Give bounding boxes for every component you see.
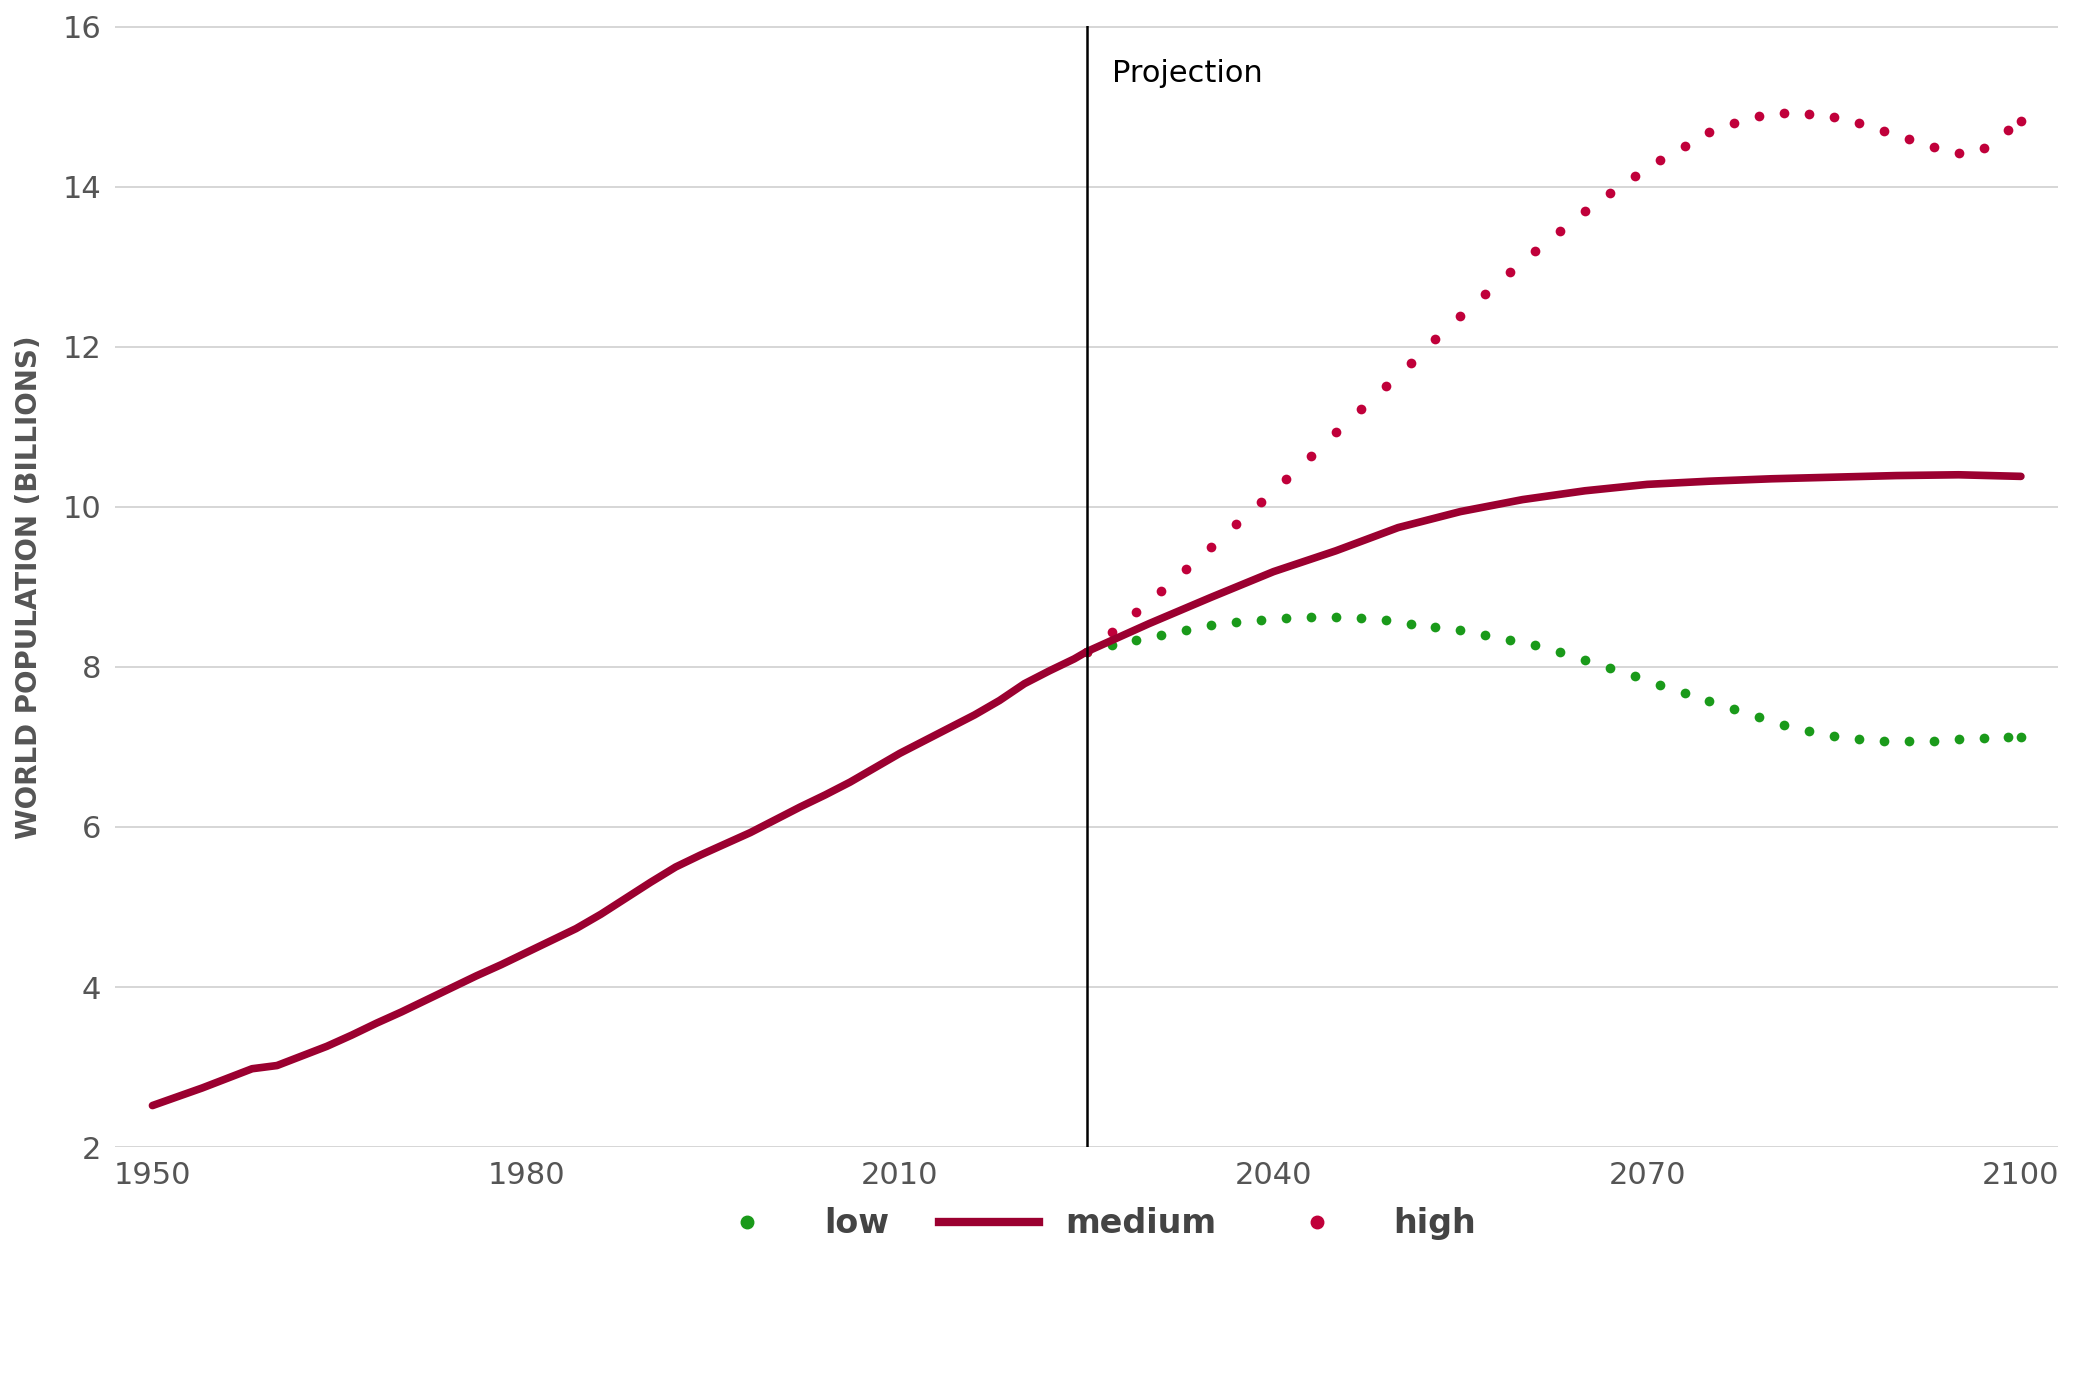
Text: Projection: Projection xyxy=(1111,58,1263,87)
Y-axis label: WORLD POPULATION (BILLIONS): WORLD POPULATION (BILLIONS) xyxy=(15,335,44,838)
Legend: low, medium, high: low, medium, high xyxy=(685,1194,1490,1253)
